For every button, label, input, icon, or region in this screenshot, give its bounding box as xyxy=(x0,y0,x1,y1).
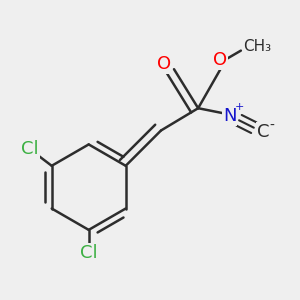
Text: O: O xyxy=(213,51,227,69)
Text: N: N xyxy=(223,106,236,124)
Text: C: C xyxy=(257,123,269,141)
Text: +: + xyxy=(234,103,244,112)
Text: -: - xyxy=(269,119,274,133)
Text: Cl: Cl xyxy=(21,140,39,158)
Text: O: O xyxy=(157,55,171,73)
Text: CH₃: CH₃ xyxy=(243,39,271,54)
Text: Cl: Cl xyxy=(80,244,98,262)
